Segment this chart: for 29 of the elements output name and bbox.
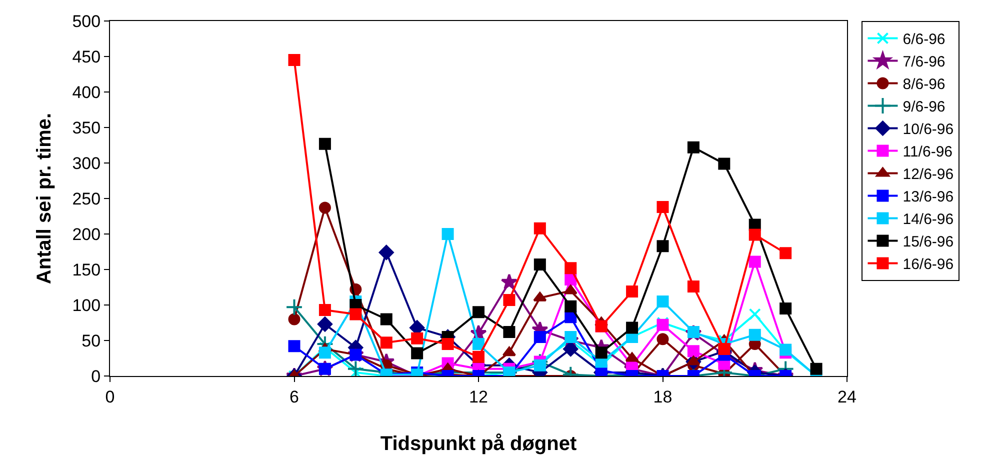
x-tick-label: 24 [838, 387, 856, 406]
y-axis-title: Antall sei pr. time. [34, 112, 56, 284]
legend-label: 11/6-96 [902, 144, 953, 161]
legend-label: 9/6-96 [902, 98, 946, 116]
y-tick-label: 200 [72, 224, 101, 244]
y-tick-label: 100 [72, 296, 101, 315]
legend-label: 13/6-96 [902, 188, 954, 206]
legend-label: 15/6-96 [902, 234, 954, 251]
x-tick-label: 12 [469, 387, 488, 406]
legend-label: 7/6-96 [902, 54, 946, 71]
legend-label: 8/6-96 [902, 76, 946, 94]
legend-label: 12/6-96 [902, 166, 954, 184]
x-axis-title: Tidspunkt på døgnet [380, 432, 577, 455]
x-tick-label: 6 [290, 387, 299, 406]
x-tick-label: 0 [105, 387, 115, 406]
legend-label: 6/6-96 [902, 31, 946, 48]
y-tick-label: 400 [72, 82, 101, 102]
x-tick-label: 18 [653, 387, 672, 406]
y-tick-label: 0 [91, 366, 101, 386]
y-tick-label: 500 [72, 12, 101, 31]
y-tick-label: 350 [72, 118, 101, 138]
y-tick-label: 150 [72, 260, 101, 280]
y-tick-label: 300 [72, 154, 101, 173]
legend-label: 14/6-96 [902, 211, 954, 228]
y-tick-label: 50 [82, 331, 101, 350]
legend-label: 10/6-96 [902, 121, 954, 138]
y-tick-label: 450 [72, 47, 101, 66]
legend-label: 16/6-96 [902, 256, 954, 274]
y-tick-label: 250 [72, 189, 101, 208]
